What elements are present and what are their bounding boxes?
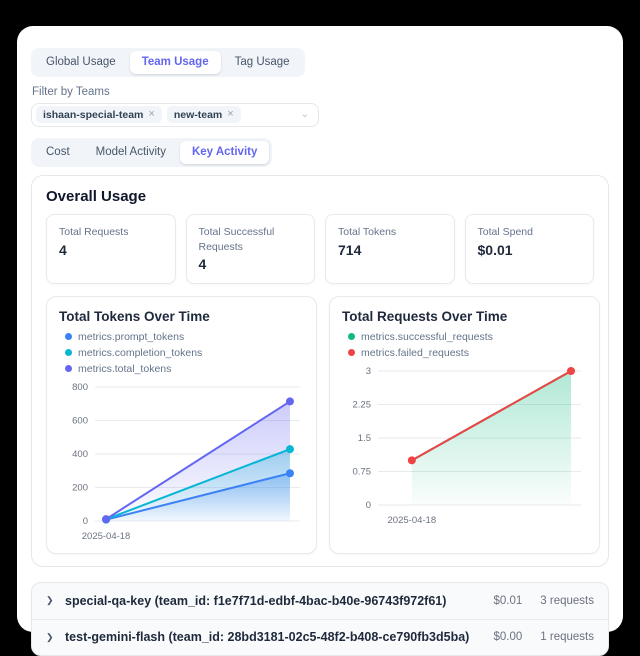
key-spend: $0.01 [493,594,523,607]
svg-text:0: 0 [83,516,88,527]
stat-value: 4 [198,256,207,273]
svg-text:2025-04-18: 2025-04-18 [82,531,131,542]
stat-label: Total Successful Requests [198,225,275,253]
chart-title: Total Tokens Over Time [59,308,210,324]
legend-dot-icon [65,365,72,373]
svg-text:0: 0 [366,500,371,511]
usage-scope-tabs: Global Usage Team Usage Tag Usage [31,48,305,77]
svg-text:400: 400 [72,449,88,460]
chart-legend: metrics.prompt_tokens metrics.completion_… [65,331,304,375]
chart-legend: metrics.successful_requests metrics.faile… [348,331,587,359]
stat-value: 714 [338,241,362,258]
tab-team-usage[interactable]: Team Usage [129,51,221,74]
team-tag-label: ishaan-special-team [43,108,144,121]
tab-model-activity[interactable]: Model Activity [84,141,178,164]
svg-text:800: 800 [72,382,88,393]
legend-label: metrics.prompt_tokens [78,330,185,343]
stats-row: Total Requests 4 Total Successful Requests… [46,213,594,284]
stat-card-total-spend: Total Spend $0.01 [464,213,594,284]
svg-text:1.5: 1.5 [358,433,371,444]
tab-tag-usage[interactable]: Tag Usage [223,51,302,74]
svg-text:3: 3 [366,366,371,377]
remove-tag-icon[interactable]: × [227,108,234,121]
chevron-right-icon[interactable]: ❯ [46,631,54,642]
key-request-count: 3 requests [540,594,594,607]
stat-card-total-requests: Total Requests 4 [46,213,176,284]
key-request-count: 1 requests [540,631,594,644]
team-tag-ishaan-special-team[interactable]: ishaan-special-team × [36,106,162,124]
activity-tabs: Cost Model Activity Key Activity [31,137,273,167]
team-tag-label: new-team [173,108,223,121]
tab-key-activity[interactable]: Key Activity [179,140,270,164]
chevron-right-icon[interactable]: ❯ [46,595,54,606]
svg-text:2.25: 2.25 [353,399,372,410]
keys-accordion-list: ❯ special-qa-key (team_id: f1e7f71d-edbf-… [31,581,609,656]
legend-label: metrics.failed_requests [361,346,469,359]
remove-tag-icon[interactable]: × [148,108,155,121]
chart-card-total-tokens-over-time: Total Tokens Over Time metrics.prompt_tok… [46,295,317,554]
stat-label: Total Spend [477,225,533,238]
team-filter-multiselect[interactable]: ishaan-special-team × new-team × ⌄ [31,102,319,127]
chevron-down-icon[interactable]: ⌄ [300,109,309,121]
svg-text:0.75: 0.75 [353,466,372,477]
charts-row: Total Tokens Over Time metrics.prompt_tok… [46,295,600,554]
filter-by-teams-label: Filter by Teams [32,85,110,98]
key-name: special-qa-key (team_id: f1e7f71d-edbf-4… [65,593,447,608]
stat-label: Total Tokens [338,225,397,238]
legend-item-metrics-total-tokens: metrics.total_tokens [65,363,171,375]
stat-value: 4 [59,241,67,258]
legend-dot-icon [348,349,355,357]
legend-label: metrics.total_tokens [78,362,172,375]
chart-card-total-requests-over-time: Total Requests Over Time metrics.successf… [329,295,600,554]
legend-dot-icon [348,333,355,341]
tab-cost[interactable]: Cost [34,141,82,164]
stat-card-total-tokens: Total Tokens 714 [325,213,455,284]
svg-text:2025-04-18: 2025-04-18 [388,515,437,526]
legend-label: metrics.successful_requests [361,330,493,343]
key-name: test-gemini-flash (team_id: 28bd3181-02c… [65,630,470,645]
legend-label: metrics.completion_tokens [78,346,203,359]
legend-dot-icon [65,349,72,357]
key-row-test-gemini-flash[interactable]: ❯ test-gemini-flash (team_id: 28bd3181-02… [32,618,608,655]
svg-text:600: 600 [72,415,88,426]
legend-dot-icon [65,333,72,341]
line-chart: 0 200 400 600 800 2025-04-18 [72,382,300,542]
line-chart: 0 0.75 1.5 2.25 3 2025-04-18 [353,366,581,526]
overall-usage-panel: Overall Usage Total Requests 4 Total Succe… [31,174,609,567]
tab-global-usage[interactable]: Global Usage [34,51,128,74]
legend-item-metrics-prompt-tokens: metrics.prompt_tokens [65,331,184,343]
panel-title: Overall Usage [46,187,147,205]
stat-card-total-successful-requests: Total Successful Requests 4 [185,213,315,284]
chart-title: Total Requests Over Time [342,308,508,324]
stat-label: Total Requests [59,225,129,238]
key-spend: $0.00 [493,631,523,644]
stat-value: $0.01 [477,241,513,258]
team-tag-new-team[interactable]: new-team × [166,106,241,124]
legend-item-metrics-successful-requests: metrics.successful_requests [348,331,493,343]
usage-dashboard-window: Global Usage Team Usage Tag Usage Filter b… [17,26,623,656]
legend-item-metrics-failed-requests: metrics.failed_requests [348,347,469,359]
svg-text:200: 200 [72,482,88,493]
legend-item-metrics-completion-tokens: metrics.completion_tokens [65,347,202,359]
key-row-special-qa-key[interactable]: ❯ special-qa-key (team_id: f1e7f71d-edbf-… [32,583,608,619]
